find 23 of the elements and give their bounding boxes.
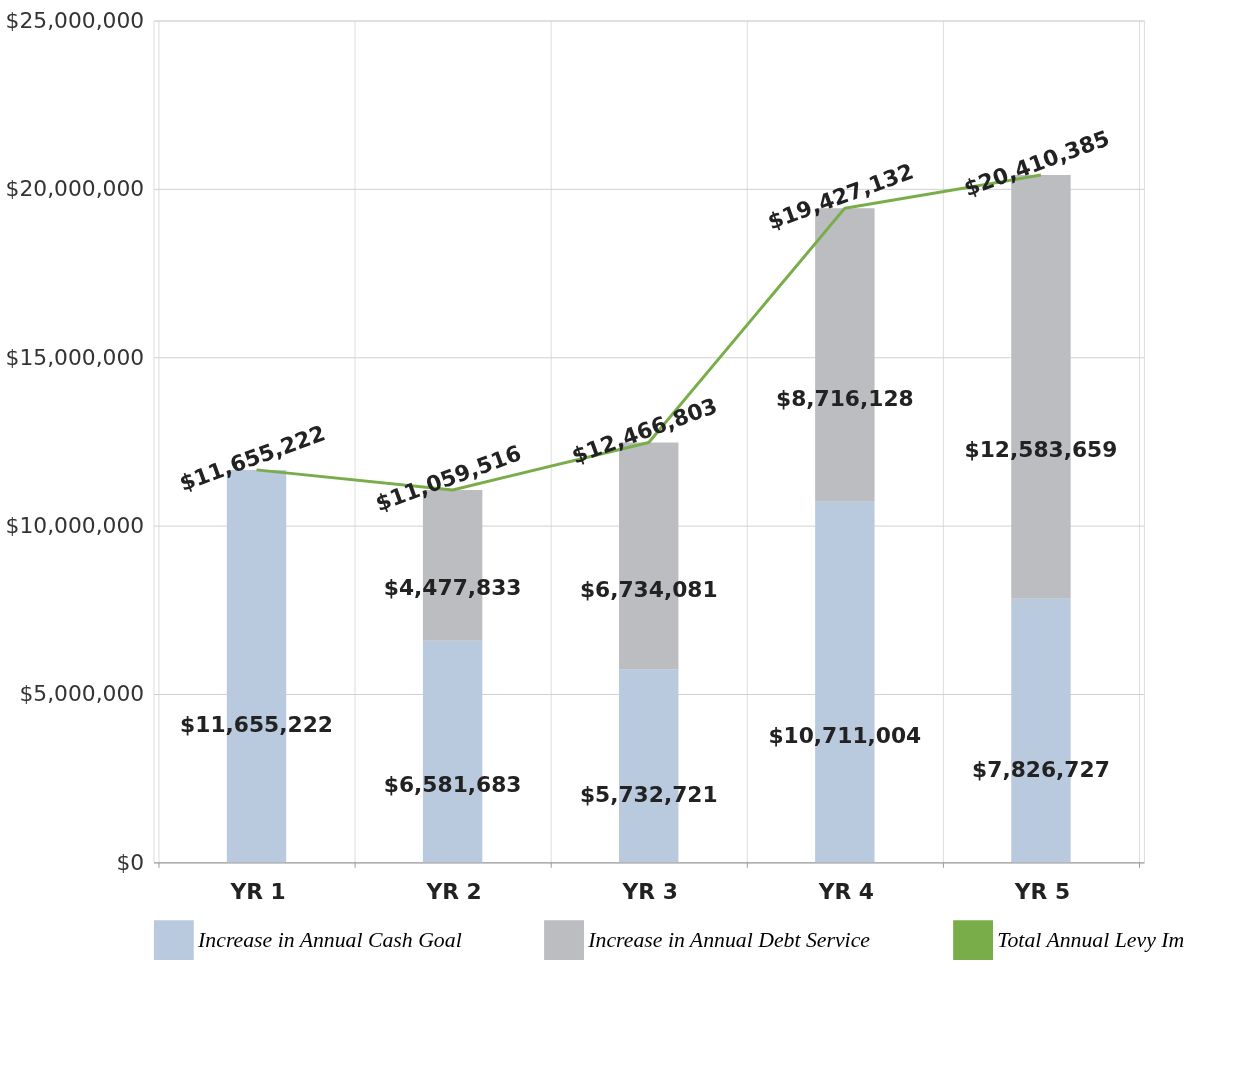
- data-label: $12,583,659: [964, 437, 1118, 463]
- legend-label: Increase in Annual Debt Service: [587, 928, 871, 953]
- data-label: $6,581,683: [383, 771, 522, 797]
- y-tick-label: $0: [116, 849, 145, 875]
- data-label: $10,711,004: [768, 723, 922, 749]
- data-label: $11,655,222: [180, 711, 333, 737]
- data-label: $6,734,081: [579, 576, 718, 602]
- x-tick-label: YR 1: [229, 878, 286, 904]
- x-tick-label: YR 5: [1013, 878, 1071, 904]
- y-tick-label: $15,000,000: [5, 344, 145, 370]
- data-label: $5,732,721: [579, 781, 718, 807]
- data-label: $8,716,128: [775, 385, 914, 411]
- data-label: $4,477,833: [383, 574, 522, 600]
- x-tick-label: YR 4: [817, 878, 874, 904]
- data-label: $7,826,727: [972, 757, 1110, 783]
- y-tick-label: $5,000,000: [19, 681, 145, 707]
- y-tick-label: $20,000,000: [5, 176, 145, 202]
- y-tick-label: $10,000,000: [5, 513, 145, 539]
- x-tick-label: YR 2: [425, 878, 482, 904]
- x-tick-label: YR 3: [621, 878, 678, 904]
- legend-label: Total Annual Levy Im: [997, 928, 1185, 953]
- y-tick-label: $25,000,000: [5, 7, 145, 33]
- legend-label: Increase in Annual Cash Goal: [197, 928, 462, 953]
